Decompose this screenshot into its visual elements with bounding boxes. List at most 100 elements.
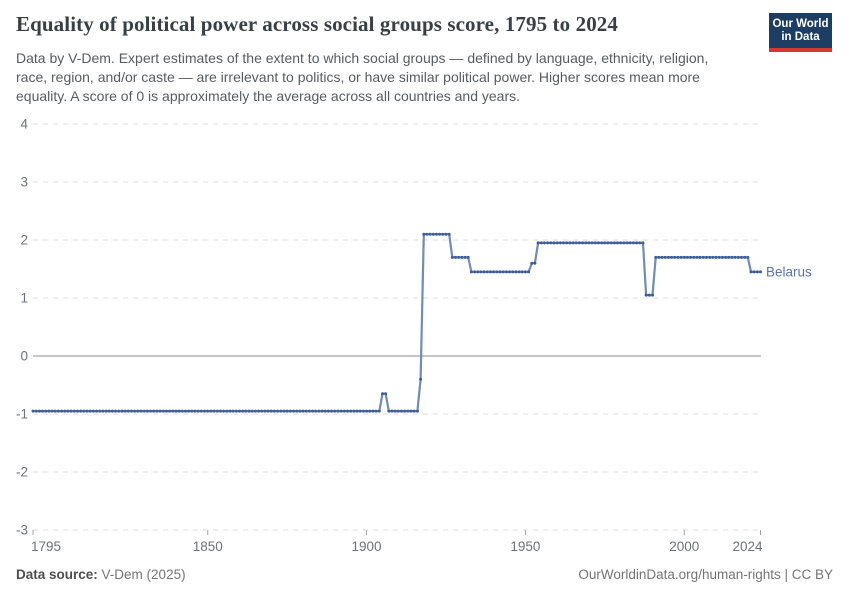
data-point [228,409,232,413]
data-point [679,255,683,259]
data-point [336,409,340,413]
chart-footer: Data source: V-Dem (2025) OurWorldinData… [16,567,833,587]
data-point [492,270,496,274]
data-point [654,255,658,259]
data-point [95,409,98,413]
x-axis-tick-label: 2024 [732,539,763,554]
data-point [234,409,238,413]
data-point [720,255,724,259]
data-point [292,409,295,413]
data-point [155,409,159,413]
data-point [339,409,343,413]
data-point [714,255,718,259]
data-point [565,241,569,245]
data-point [133,409,137,413]
data-point [56,409,60,413]
data-point [393,409,397,413]
data-point [126,409,130,413]
data-point [110,409,114,413]
data-point [555,241,559,245]
data-point [473,270,477,274]
data-source-label: Data source: [16,567,98,582]
data-point [136,409,140,413]
data-point [222,409,226,413]
data-point [317,409,321,413]
data-point [447,232,451,236]
data-point [196,409,200,413]
owid-logo[interactable]: Our World in Data [769,13,832,52]
data-point [358,409,362,413]
data-point [307,409,311,413]
subtitle-line: race, region, and/or caste — are irrelev… [16,69,700,85]
data-point [171,409,175,413]
data-point [717,255,721,259]
data-point [53,409,57,413]
data-point [330,409,334,413]
license-link[interactable]: OurWorldinData.org/human-rights | CC BY [578,567,833,582]
data-point [295,409,299,413]
data-point [41,409,44,413]
data-source-value: V-Dem (2025) [101,567,186,582]
data-point [406,409,410,413]
y-axis-tick-label: 1 [20,291,28,306]
data-point [641,241,645,245]
data-point [368,409,372,413]
owid-logo-line1: Our World [772,17,829,30]
data-point [326,409,330,413]
data-point [130,409,133,413]
data-point [168,409,172,413]
data-point [266,409,270,413]
data-point [311,409,315,413]
data-point [428,232,432,236]
data-point [355,409,359,413]
data-point [546,241,550,245]
data-point [238,409,241,413]
data-point [549,241,553,245]
data-point [60,409,64,413]
data-point [161,409,165,413]
data-point [530,261,534,265]
data-point [257,409,261,413]
data-point [657,255,661,259]
data-point [673,255,677,259]
data-point [384,392,388,396]
data-point [708,255,712,259]
data-point [180,409,184,413]
data-point [469,270,473,274]
data-point [689,255,693,259]
data-point [444,232,448,236]
data-point [152,409,156,413]
x-axis-tick-label: 2000 [669,539,699,554]
data-point [489,270,492,274]
data-point [104,409,108,413]
data-point [381,392,384,396]
data-point [231,409,235,413]
data-point [454,255,457,259]
data-point [263,409,267,413]
data-point [82,409,86,413]
data-point [276,409,280,413]
data-point [215,409,219,413]
data-point [387,409,391,413]
data-point [676,255,680,259]
data-point [736,255,740,259]
data-point [539,241,543,245]
data-point [603,241,607,245]
data-point [177,409,181,413]
data-point [333,409,337,413]
data-point [730,255,734,259]
y-axis-tick-label: 3 [20,175,28,190]
data-point [400,409,403,413]
data-point [759,270,762,274]
data-point [72,409,76,413]
data-point [371,409,375,413]
data-point [501,270,505,274]
data-point [606,241,610,245]
data-point [304,409,308,413]
data-point [31,409,35,413]
data-point [628,241,632,245]
data-point [66,409,70,413]
data-point [463,255,467,259]
y-axis-tick-label: 4 [20,117,28,132]
